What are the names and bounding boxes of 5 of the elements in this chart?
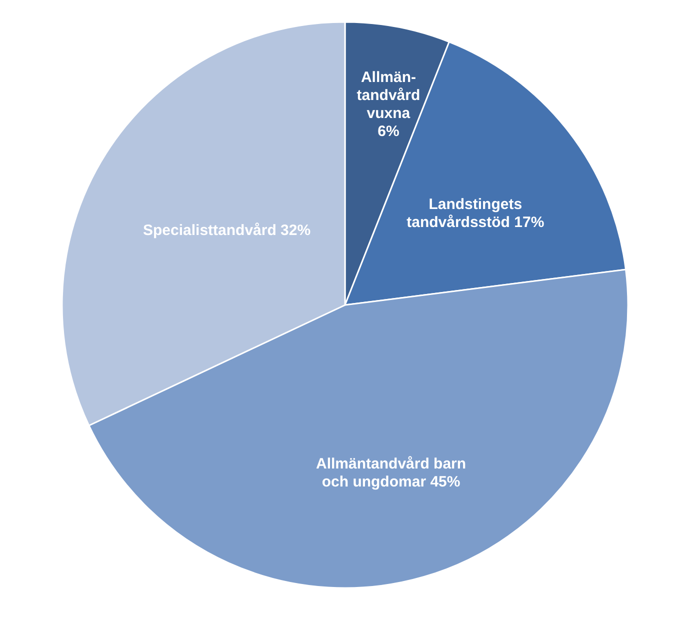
slice-label: Allmän- tandvård vuxna [356, 69, 420, 122]
slice-label: Allmäntandvård barn och ungdomar 45% [316, 455, 466, 490]
data-label: 6% [378, 123, 400, 140]
slice-label: Landstingets tandvårdsstöd 17% [406, 196, 544, 231]
slice-label: Specialisttandvård 32% [143, 222, 311, 239]
